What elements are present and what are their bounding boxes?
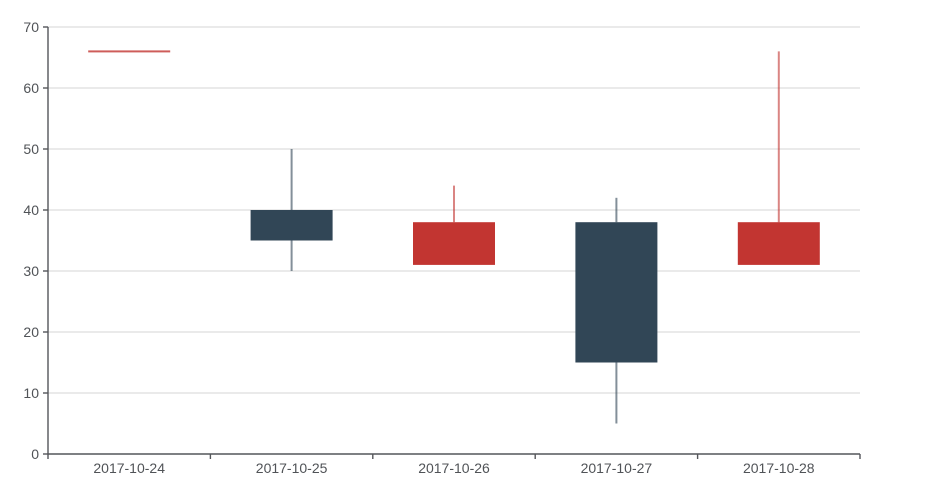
x-tick-label: 2017-10-26 — [418, 460, 490, 476]
y-tick-label: 40 — [23, 202, 39, 218]
candle-body — [575, 222, 658, 363]
y-tick-label: 60 — [23, 80, 39, 96]
candle-2017-10-28[interactable] — [737, 51, 820, 265]
x-tick-label: 2017-10-28 — [743, 460, 815, 476]
candle-body — [250, 210, 333, 241]
y-tick-label: 10 — [23, 385, 39, 401]
x-tick-label: 2017-10-25 — [256, 460, 328, 476]
candle-body — [737, 222, 820, 265]
candlestick-series — [88, 50, 820, 424]
candle-body-doji — [88, 50, 171, 53]
y-tick-label: 70 — [23, 19, 39, 35]
axes — [47, 27, 860, 455]
candle-2017-10-27[interactable] — [575, 197, 658, 424]
x-tick-label: 2017-10-27 — [581, 460, 653, 476]
y-tick-label: 20 — [23, 324, 39, 340]
x-axis: 2017-10-24 2017-10-25 2017-10-26 2017-10-27… — [47, 454, 861, 476]
y-axis: 0 10 20 30 40 50 60 70 — [23, 19, 48, 462]
x-tick-label: 2017-10-24 — [93, 460, 165, 476]
candle-2017-10-26[interactable] — [413, 185, 495, 265]
candle-2017-10-25[interactable] — [250, 149, 333, 271]
y-tick-label: 50 — [23, 141, 39, 157]
candle-body — [413, 222, 495, 265]
y-tick-label: 30 — [23, 263, 39, 279]
gridlines — [48, 26, 860, 394]
y-tick-label: 0 — [31, 446, 39, 462]
candle-2017-10-24[interactable] — [88, 50, 171, 53]
